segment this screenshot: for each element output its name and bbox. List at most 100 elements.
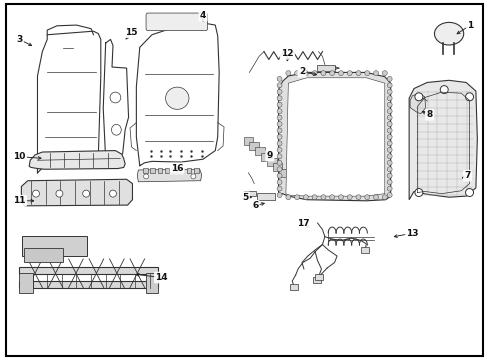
Bar xyxy=(261,153,270,161)
Circle shape xyxy=(277,167,282,172)
Circle shape xyxy=(373,195,378,200)
FancyBboxPatch shape xyxy=(146,13,207,31)
Circle shape xyxy=(277,89,282,94)
Circle shape xyxy=(465,93,472,101)
Text: 12: 12 xyxy=(281,49,293,58)
Bar xyxy=(20,267,158,274)
Circle shape xyxy=(386,89,391,94)
Circle shape xyxy=(277,141,282,146)
Bar xyxy=(249,142,259,150)
Polygon shape xyxy=(409,93,425,114)
Bar xyxy=(314,274,322,280)
Bar xyxy=(150,168,155,173)
Text: 5: 5 xyxy=(242,193,248,202)
Circle shape xyxy=(190,174,195,179)
Circle shape xyxy=(386,186,391,191)
Circle shape xyxy=(386,173,391,178)
Polygon shape xyxy=(285,78,384,196)
Circle shape xyxy=(285,195,290,200)
Circle shape xyxy=(311,195,317,200)
Circle shape xyxy=(320,195,325,200)
Circle shape xyxy=(373,71,378,76)
Circle shape xyxy=(382,71,386,76)
Bar xyxy=(312,278,320,283)
Text: 8: 8 xyxy=(426,110,432,119)
Text: 10: 10 xyxy=(13,152,25,161)
Bar xyxy=(146,273,158,293)
Bar xyxy=(20,273,33,293)
Ellipse shape xyxy=(433,22,463,45)
Circle shape xyxy=(386,154,391,159)
Circle shape xyxy=(320,71,325,76)
Circle shape xyxy=(311,71,317,76)
Text: 15: 15 xyxy=(125,28,138,37)
Circle shape xyxy=(109,190,116,197)
Text: 3: 3 xyxy=(16,35,22,44)
Circle shape xyxy=(386,147,391,152)
Circle shape xyxy=(294,195,299,200)
Circle shape xyxy=(414,93,422,101)
Circle shape xyxy=(355,195,360,200)
Polygon shape xyxy=(278,72,390,201)
Circle shape xyxy=(56,190,63,197)
Text: 11: 11 xyxy=(13,196,26,205)
Text: 2: 2 xyxy=(298,67,305,76)
Circle shape xyxy=(277,154,282,159)
Circle shape xyxy=(277,83,282,88)
Text: 13: 13 xyxy=(406,229,418,238)
Polygon shape xyxy=(137,169,201,182)
Circle shape xyxy=(346,195,351,200)
Bar xyxy=(256,193,275,200)
Ellipse shape xyxy=(165,87,188,109)
Circle shape xyxy=(303,195,308,200)
Circle shape xyxy=(143,174,148,179)
Bar xyxy=(158,168,162,173)
Text: 14: 14 xyxy=(155,273,168,282)
Circle shape xyxy=(329,195,334,200)
Circle shape xyxy=(439,86,447,94)
Circle shape xyxy=(386,160,391,165)
Circle shape xyxy=(386,180,391,185)
Text: 17: 17 xyxy=(296,219,308,228)
Ellipse shape xyxy=(110,92,121,103)
Circle shape xyxy=(277,180,282,185)
Circle shape xyxy=(277,128,282,133)
Circle shape xyxy=(364,195,369,200)
Circle shape xyxy=(386,109,391,114)
Circle shape xyxy=(386,135,391,139)
Circle shape xyxy=(382,195,386,200)
Circle shape xyxy=(364,71,369,76)
Circle shape xyxy=(294,71,299,76)
Text: 4: 4 xyxy=(200,11,206,20)
Circle shape xyxy=(277,173,282,178)
Circle shape xyxy=(277,122,282,127)
Bar xyxy=(243,191,255,196)
Circle shape xyxy=(303,71,308,76)
Bar xyxy=(194,168,198,173)
Circle shape xyxy=(386,122,391,127)
Circle shape xyxy=(338,71,343,76)
Text: 7: 7 xyxy=(464,171,470,180)
Circle shape xyxy=(277,186,282,191)
Bar xyxy=(20,280,158,288)
Bar xyxy=(266,158,276,166)
Circle shape xyxy=(285,71,290,76)
Polygon shape xyxy=(29,150,125,169)
Circle shape xyxy=(465,189,472,197)
Circle shape xyxy=(277,115,282,120)
Circle shape xyxy=(386,128,391,133)
Circle shape xyxy=(386,96,391,101)
Polygon shape xyxy=(21,179,132,206)
Text: 16: 16 xyxy=(171,164,183,173)
Circle shape xyxy=(386,193,391,198)
Bar xyxy=(172,168,177,173)
Circle shape xyxy=(277,76,282,81)
Circle shape xyxy=(338,195,343,200)
Circle shape xyxy=(386,141,391,146)
Circle shape xyxy=(82,190,89,197)
Circle shape xyxy=(277,135,282,139)
Circle shape xyxy=(277,109,282,114)
Bar xyxy=(255,147,264,155)
Text: 9: 9 xyxy=(266,151,272,160)
Bar xyxy=(278,169,288,177)
